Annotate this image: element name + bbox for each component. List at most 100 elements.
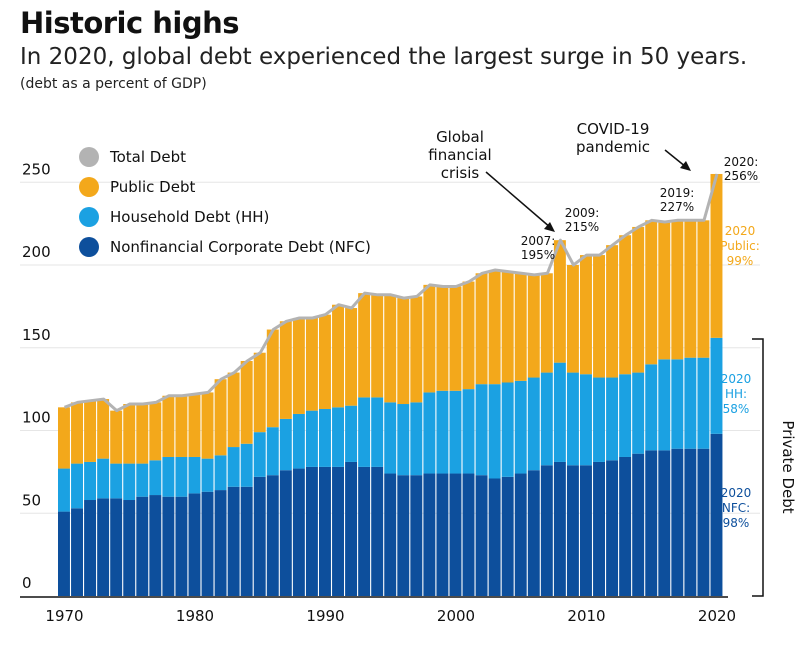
bar-hh-1987: [279, 418, 292, 471]
bar-hh-2002: [475, 384, 488, 476]
annotation-public-2020-line-3: 99%: [727, 254, 754, 268]
bar-nfc-1994: [371, 466, 384, 596]
bar-public-1972: [84, 400, 97, 462]
bar-hh-1978: [162, 456, 175, 497]
bar-hh-2005: [514, 380, 527, 474]
legend: Total Debt Public Debt Household Debt (HH)…: [79, 147, 371, 257]
bar-nfc-1996: [397, 475, 410, 596]
legend-marker-4: [79, 237, 99, 257]
legend-marker-3: [79, 207, 99, 227]
bar-hh-1990: [319, 408, 331, 467]
bar-public-2001: [462, 281, 475, 390]
bar-nfc-2019: [697, 448, 710, 596]
bar-public-1989: [305, 317, 318, 411]
annotation-2019-line-1: 2019:: [660, 186, 695, 200]
bar-nfc-1983: [227, 486, 240, 596]
annotation-gfc-line-3: crisis: [441, 164, 480, 182]
bar-hh-1994: [371, 397, 384, 467]
bar-public-2017: [671, 220, 684, 360]
bar-public-1991: [332, 304, 344, 408]
bar-public-1993: [358, 293, 371, 398]
bar-hh-2007: [540, 372, 553, 466]
annotation-public-2020-line-2: Public:: [720, 239, 760, 253]
bar-public-1979: [175, 395, 188, 457]
y-tick-label-100: 100: [22, 409, 51, 427]
bar-hh-2013: [619, 374, 632, 457]
bar-nfc-1993: [358, 466, 371, 596]
bar-nfc-2000: [449, 473, 462, 596]
units-note: (debt as a percent of GDP): [20, 76, 207, 92]
bar-hh-2014: [632, 372, 645, 454]
bar-nfc-2012: [606, 460, 619, 596]
bar-public-1997: [410, 296, 423, 403]
bar-public-2006: [527, 274, 540, 378]
stacked-bars: [58, 173, 723, 596]
bar-public-1971: [71, 402, 83, 464]
bar-nfc-2017: [671, 448, 684, 596]
y-tick-label-50: 50: [22, 491, 41, 509]
bar-hh-1981: [201, 458, 214, 492]
bar-public-2015: [645, 220, 658, 365]
bar-public-1998: [423, 284, 436, 393]
bar-public-1988: [292, 317, 305, 414]
bar-public-1999: [436, 286, 449, 391]
bar-public-2008: [553, 240, 566, 363]
bar-nfc-2009: [566, 465, 579, 596]
bar-public-1992: [345, 308, 358, 406]
bar-hh-2011: [593, 377, 605, 462]
bar-public-1984: [240, 360, 253, 444]
legend-label-1: Total Debt: [109, 148, 186, 166]
bar-hh-2018: [684, 357, 697, 449]
bar-nfc-2006: [527, 470, 540, 596]
bar-nfc-1974: [110, 498, 123, 596]
bar-nfc-2003: [488, 478, 501, 596]
bar-nfc-2013: [619, 456, 632, 596]
bar-nfc-1977: [149, 495, 162, 596]
bar-hh-1973: [97, 458, 110, 499]
bar-public-1980: [188, 394, 201, 457]
bar-hh-2016: [658, 359, 671, 451]
bar-hh-1975: [123, 463, 136, 501]
bar-hh-2020: [710, 337, 723, 434]
bar-hh-1976: [136, 463, 149, 497]
bar-nfc-1980: [188, 493, 201, 596]
bar-hh-1982: [214, 455, 227, 491]
bar-nfc-1999: [436, 473, 449, 596]
bar-hh-1972: [84, 461, 97, 501]
x-tick-label-2000: 2000: [437, 607, 475, 625]
bar-public-1973: [97, 399, 110, 459]
bar-nfc-1978: [162, 496, 175, 596]
bar-public-1977: [149, 402, 162, 461]
bar-hh-2019: [697, 357, 710, 449]
bar-hh-1971: [71, 463, 83, 509]
annotation-hh-2020-line-3: 58%: [723, 402, 750, 416]
private-debt-bracket: [752, 338, 764, 597]
bar-public-2009: [566, 265, 579, 373]
bar-hh-2003: [488, 384, 501, 479]
legend-marker-1: [79, 147, 99, 167]
bar-nfc-1984: [240, 486, 253, 596]
legend-label-4: Nonfinancial Corporate Debt (NFC): [110, 238, 371, 256]
bar-public-1983: [227, 372, 240, 448]
bar-hh-1970: [58, 468, 70, 512]
x-tick-label-1980: 1980: [176, 607, 214, 625]
axes: 0 50 100 150 200 250 1970 1980 1990 2000 2010 2020: [20, 160, 736, 625]
bar-public-2007: [540, 273, 553, 373]
annotation-public-2020-line-1: 2020: [725, 224, 756, 238]
bar-public-2016: [658, 221, 671, 360]
bar-hh-1989: [305, 410, 318, 467]
bar-hh-1983: [227, 447, 240, 487]
x-tick-label-2020: 2020: [698, 607, 736, 625]
bar-hh-1980: [188, 456, 201, 494]
bar-hh-1979: [175, 456, 188, 497]
x-tick-label-1970: 1970: [45, 607, 83, 625]
bar-nfc-2008: [553, 461, 566, 596]
bar-nfc-1976: [136, 496, 149, 596]
y-tick-label-150: 150: [22, 326, 51, 344]
bar-nfc-1998: [423, 473, 436, 596]
bar-hh-2015: [645, 364, 658, 451]
annotation-hh-2020-line-2: HH:: [725, 387, 747, 401]
bar-public-1985: [253, 352, 266, 433]
annotation-2019-line-2: 227%: [660, 200, 694, 214]
bar-public-2003: [488, 269, 501, 385]
